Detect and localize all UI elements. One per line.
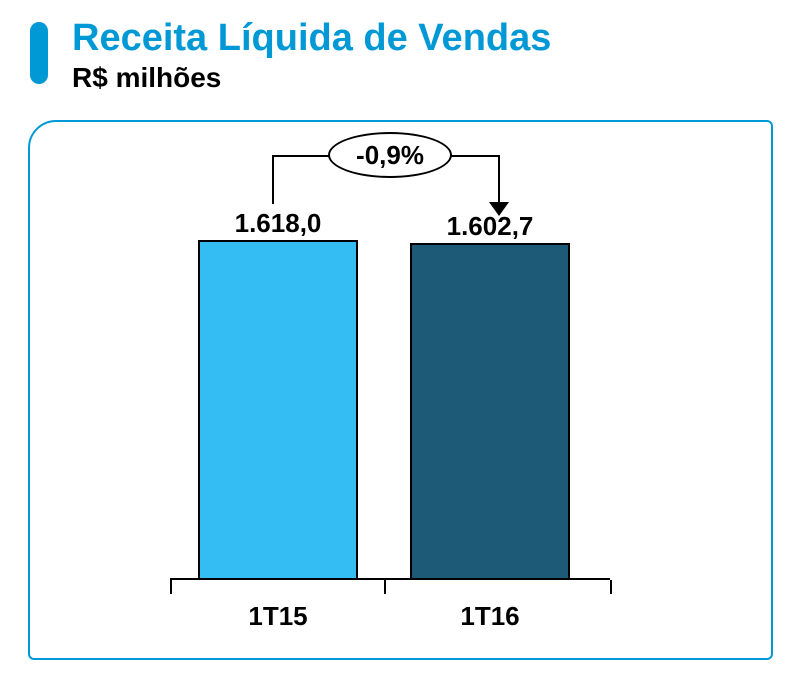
bar-1 bbox=[198, 240, 358, 580]
bar-2-value: 1.602,7 bbox=[390, 211, 590, 242]
change-connector-right-drop bbox=[498, 155, 500, 204]
x-axis-tick bbox=[384, 580, 386, 594]
x-axis-tick bbox=[610, 580, 612, 594]
chart-title: Receita Líquida de Vendas bbox=[72, 18, 551, 60]
change-connector-left-drop bbox=[272, 155, 274, 204]
change-label: -0,9% bbox=[356, 140, 424, 171]
bar-2 bbox=[410, 243, 570, 580]
x-axis-tick bbox=[170, 580, 172, 594]
bar-2-category: 1T16 bbox=[390, 601, 590, 632]
x-axis-line bbox=[170, 578, 610, 580]
header: Receita Líquida de Vendas R$ milhões bbox=[0, 0, 801, 104]
bar-1-category: 1T15 bbox=[178, 601, 378, 632]
chart-subtitle: R$ milhões bbox=[72, 62, 551, 94]
accent-bar bbox=[30, 22, 48, 84]
chart-area: -0,9% 1.618,0 1.602,7 1T15 1T16 bbox=[30, 122, 771, 658]
header-text: Receita Líquida de Vendas R$ milhões bbox=[72, 18, 551, 94]
change-badge: -0,9% bbox=[328, 132, 452, 178]
chart-card: -0,9% 1.618,0 1.602,7 1T15 1T16 bbox=[28, 120, 773, 660]
bar-1-value: 1.618,0 bbox=[178, 208, 378, 239]
